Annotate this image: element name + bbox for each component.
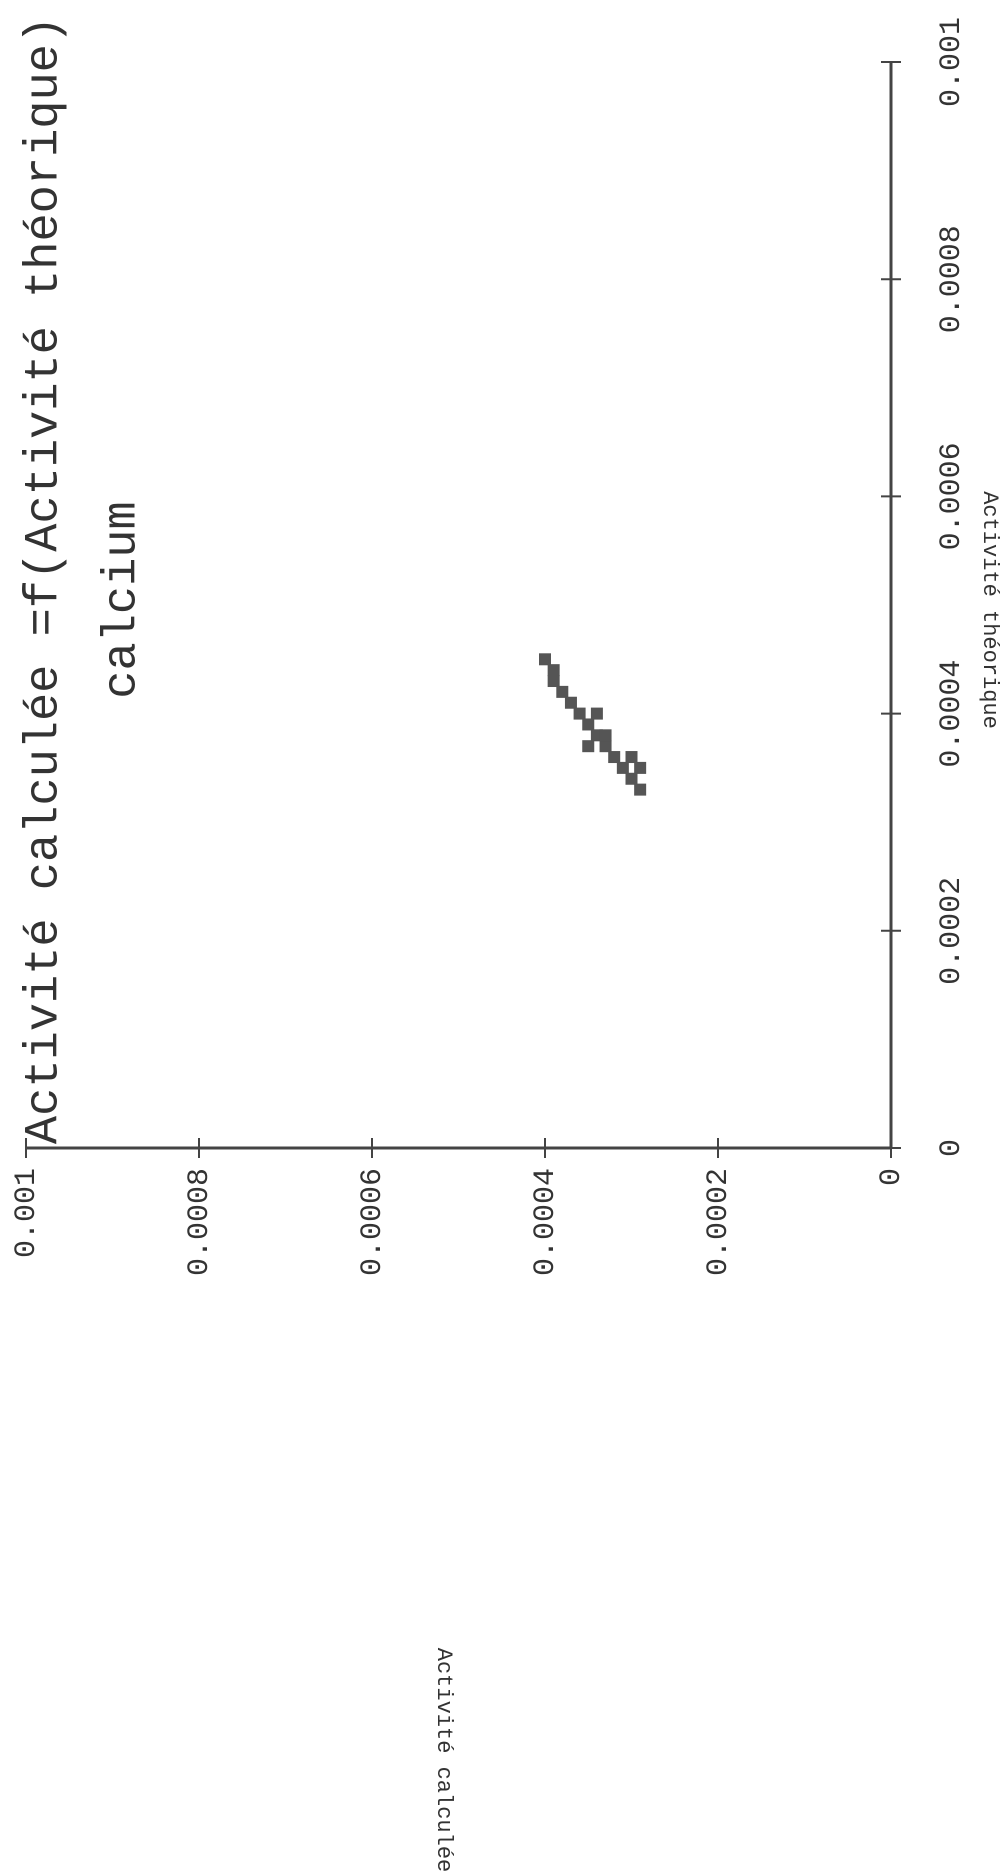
rotated-frame: Activité calculée =f(Activité théorique)… [10,16,1001,1872]
point [599,729,612,742]
point [539,653,551,666]
point [582,740,595,753]
point [590,707,603,720]
chart-subtitle: calcium [96,501,149,698]
point [634,783,647,796]
x-axis-label: Activité théorique [977,491,1001,729]
y-tick-label: 0.0004 [529,1168,563,1276]
point [564,696,577,709]
point [634,761,647,774]
point [556,685,569,698]
y-tick-label: 0 [875,1168,909,1186]
x-tick-label: 0.001 [935,17,969,107]
x-tick-label: 0.0004 [935,660,969,768]
y-tick-label: 0.0002 [702,1168,736,1276]
point [616,761,629,774]
point [625,772,638,785]
y-tick-label: 0.0006 [356,1168,390,1276]
point [599,740,612,753]
y-axis-label: Activité calculée [431,1648,456,1872]
point [573,707,586,720]
chart-title: Activité calculée =f(Activité théorique) [18,16,71,1144]
x-tick-label: 0.0008 [935,225,969,333]
y-tick-label: 0.001 [10,1168,44,1258]
point [547,675,560,688]
y-tick-label: 0.0008 [183,1168,217,1276]
point [608,751,621,764]
point [547,664,560,677]
x-tick-label: 0 [935,1139,969,1157]
x-tick-label: 0.0002 [935,877,969,985]
x-tick-label: 0.0006 [935,442,969,550]
point [582,718,595,731]
point [625,751,638,764]
